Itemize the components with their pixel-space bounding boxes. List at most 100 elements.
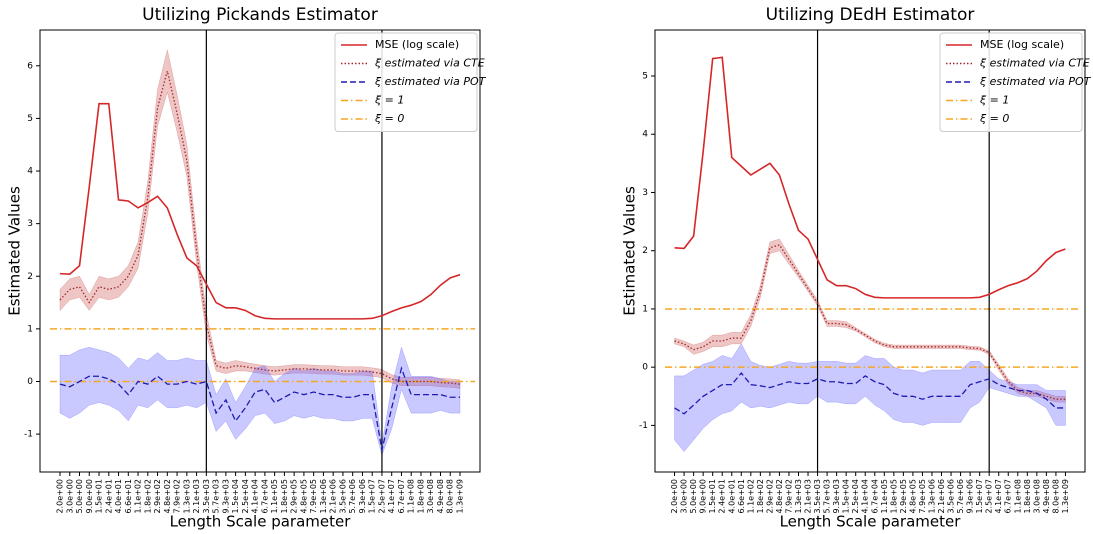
x-tick-label: 4.1e+07: [387, 479, 396, 514]
x-tick-label: 2.5e+07: [377, 479, 386, 514]
series-line: [59, 70, 461, 385]
series-line: [674, 56, 1066, 299]
x-tick-label: 1.3e+09: [1061, 479, 1070, 514]
legend-label: MSE (log scale): [980, 38, 1064, 51]
x-tick-label: 1.3e+06: [319, 479, 328, 514]
x-tick-label: 4.8e+05: [908, 479, 917, 514]
x-tick-label: 9.0e+00: [699, 479, 708, 514]
x-tick-label: 9.3e+03: [221, 479, 230, 514]
x-tick-label: 9.3e+06: [358, 479, 367, 514]
x-tick-label: 1.1e+02: [746, 479, 755, 514]
x-tick-label: 3.5e+03: [813, 479, 822, 514]
legend-label: ξ estimated via CTE: [979, 57, 1090, 70]
legend-label: ξ = 0: [979, 112, 1009, 125]
chart-title: Utilizing Pickands Estimator: [142, 5, 378, 25]
y-tick-label: 3: [27, 219, 33, 229]
x-axis-label: Length Scale parameter: [780, 513, 962, 531]
x-tick-label: 2.0e+00: [670, 479, 679, 514]
y-axis-label: Estimated Values: [6, 186, 24, 316]
x-tick-label: 1.5e+04: [231, 479, 240, 514]
x-tick-label: 2.4e+01: [104, 479, 113, 514]
x-tick-label: 2.5e+07: [985, 479, 994, 514]
y-tick-label: 1: [27, 324, 33, 334]
x-tick-label: 1.1e+08: [407, 479, 416, 514]
x-tick-label: 2.1e+03: [192, 479, 201, 514]
x-tick-label: 3.0e+00: [65, 479, 74, 514]
x-tick-label: 4.9e+08: [436, 479, 445, 514]
y-tick-label: 1: [642, 304, 648, 314]
x-tick-label: 4.8e+05: [299, 479, 308, 514]
x-tick-label: 1.5e+04: [842, 479, 851, 514]
x-tick-label: 5.7e+06: [956, 479, 965, 514]
x-tick-label: 3.0e+08: [426, 479, 435, 514]
x-tick-label: 1.1e+05: [270, 479, 279, 514]
x-tick-label: 7.9e+02: [173, 479, 182, 514]
x-tick-label: 2.9e+02: [765, 479, 774, 514]
x-tick-label: 1.8e+05: [280, 479, 289, 514]
y-tick-label: 5: [27, 114, 33, 124]
x-tick-label: 1.3e+09: [456, 479, 465, 514]
x-tick-label: 1.1e+02: [134, 479, 143, 514]
x-tick-label: 6.6e+01: [124, 479, 133, 514]
y-tick-label: 2: [27, 272, 33, 282]
x-tick-label: 4.0e+01: [114, 479, 123, 514]
legend-label: MSE (log scale): [375, 38, 459, 51]
y-tick-label: 0: [27, 377, 33, 387]
x-tick-label: 1.8e+05: [889, 479, 898, 514]
x-tick-label: 2.5e+04: [851, 479, 860, 514]
x-tick-label: 6.6e+01: [737, 479, 746, 514]
y-tick-label: 5: [642, 72, 648, 82]
series-line: [674, 244, 1066, 400]
x-tick-label: 5.0e+00: [689, 479, 698, 514]
x-tick-label: 3.5e+06: [947, 479, 956, 514]
x-tick-label: 9.0e+00: [85, 479, 94, 514]
x-tick-label: 7.9e+05: [918, 479, 927, 514]
x-tick-label: 2.9e+02: [153, 479, 162, 514]
x-tick-label: 4.8e+02: [163, 479, 172, 514]
y-tick-label: 0: [642, 363, 648, 373]
x-tick-label: 5.7e+03: [212, 479, 221, 514]
y-tick-label: -1: [24, 430, 33, 440]
series-line: [59, 366, 460, 451]
x-tick-label: 9.3e+06: [966, 479, 975, 514]
legend-label: ξ = 0: [374, 112, 404, 125]
x-tick-label: 5.7e+03: [823, 479, 832, 514]
x-tick-label: 4.1e+07: [994, 479, 1003, 514]
x-axis-label: Length Scale parameter: [170, 513, 352, 531]
y-tick-label: 3: [642, 188, 648, 198]
x-tick-label: 4.9e+08: [1042, 479, 1051, 514]
x-tick-label: 7.9e+02: [784, 479, 793, 514]
subplot: Utilizing Pickands Estimator Length Scale…: [6, 5, 487, 531]
y-tick-label: 6: [27, 61, 33, 71]
y-tick-label: 2: [642, 246, 648, 256]
x-tick-label: 1.3e+06: [927, 479, 936, 514]
x-tick-label: 4.8e+02: [775, 479, 784, 514]
x-tick-label: 1.3e+03: [182, 479, 191, 514]
x-tick-label: 6.7e+07: [397, 479, 406, 514]
plot-frame: [39, 29, 481, 473]
x-tick-label: 2.5e+04: [241, 479, 250, 514]
x-tick-label: 1.8e+02: [756, 479, 765, 514]
x-tick-label: 6.7e+04: [260, 479, 269, 514]
x-tick-label: 9.3e+03: [832, 479, 841, 514]
x-tick-label: 1.5e+01: [95, 479, 104, 514]
y-axis-label: Estimated Values: [621, 186, 639, 316]
x-tick-label: 6.7e+04: [870, 479, 879, 514]
x-tick-label: 1.1e+05: [880, 479, 889, 514]
confidence-band: [674, 343, 1066, 453]
x-tick-label: 5.7e+06: [348, 479, 357, 514]
chart-title: Utilizing DEdH Estimator: [766, 5, 975, 25]
x-tick-label: 2.4e+01: [718, 479, 727, 514]
x-tick-label: 3.5e+06: [338, 479, 347, 514]
x-tick-label: 1.8e+02: [143, 479, 152, 514]
x-tick-label: 2.9e+05: [290, 479, 299, 514]
x-tick-label: 3.5e+03: [202, 479, 211, 514]
series-line: [674, 371, 1066, 415]
x-tick-label: 4.0e+01: [727, 479, 736, 514]
legend-label: ξ estimated via CTE: [374, 57, 485, 70]
legend-label: ξ = 1: [374, 94, 404, 107]
legend-box: [939, 32, 1083, 132]
x-tick-label: 1.5e+07: [975, 479, 984, 514]
y-tick-label: 4: [27, 167, 33, 177]
